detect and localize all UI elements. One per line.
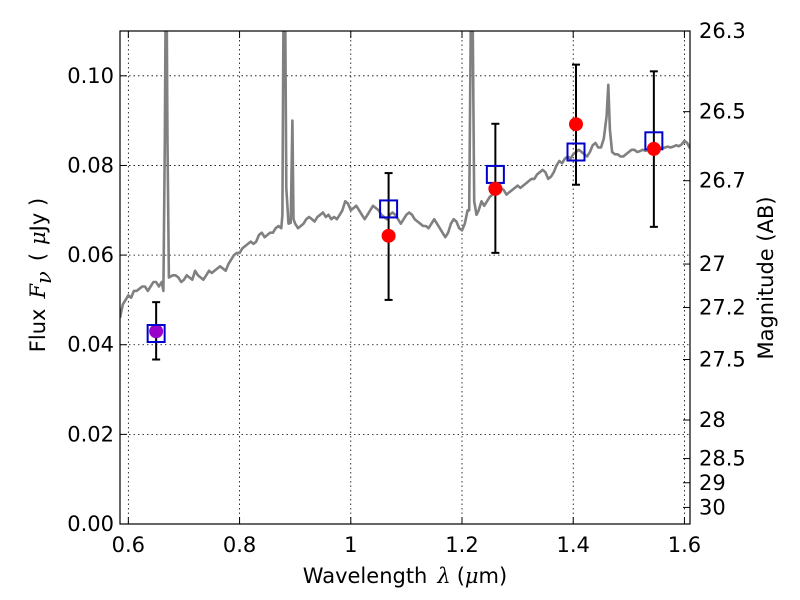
- observed-circle-marker: [646, 141, 661, 156]
- axis-ticks: 0.6 0.8 1 1.2 1.4 1.6 0.00 0.02 0.04 0.06 0.08 0.10…: [67, 19, 746, 557]
- x-tick-label: 1: [344, 533, 357, 557]
- right-tick-label: 26.7: [699, 169, 746, 193]
- y-tick-label: 0.06: [67, 243, 114, 267]
- spectrum-line: [120, 31, 690, 319]
- observed-circle-marker: [381, 228, 396, 243]
- right-tick-label: 28: [699, 408, 726, 432]
- y-tick-label: 0.08: [67, 153, 114, 177]
- y-tick-label: 0.10: [67, 64, 114, 88]
- right-tick-label: 26.5: [699, 100, 746, 124]
- model-square-marker: [146, 324, 166, 344]
- observed-circle-marker: [149, 324, 164, 339]
- observed-circle-marker: [488, 181, 503, 196]
- x-axis-label: Wavelength λ (μm): [303, 564, 507, 588]
- model-square-marker: [566, 142, 586, 162]
- right-tick-label: 28.5: [699, 447, 746, 471]
- right-tick-label: 27.2: [699, 296, 746, 320]
- photometry-points: [146, 63, 664, 361]
- y-tick-label: 0.04: [67, 333, 114, 357]
- right-tick-label: 30: [699, 495, 726, 519]
- x-tick-label: 1.6: [668, 533, 701, 557]
- right-axis-label: Magnitude (AB): [754, 196, 778, 359]
- x-tick-label: 1.4: [557, 533, 590, 557]
- model-square-marker: [379, 199, 399, 219]
- right-tick-label: 27: [699, 252, 726, 276]
- right-tick-label: 29: [699, 471, 726, 495]
- y-tick-label: 0.00: [67, 512, 114, 536]
- right-tick-label: 27.5: [699, 348, 746, 372]
- x-tick-label: 1.2: [445, 533, 478, 557]
- x-tick-label: 0.6: [112, 533, 145, 557]
- observed-circle-marker: [569, 117, 583, 132]
- plot-frame: [119, 30, 691, 525]
- y-axis-label: FluxFν(μJy ): [26, 198, 56, 352]
- right-tick-label: 26.3: [699, 19, 746, 43]
- plot-area: [120, 31, 690, 319]
- y-tick-label: 0.02: [67, 422, 114, 446]
- x-tick-label: 0.8: [223, 533, 256, 557]
